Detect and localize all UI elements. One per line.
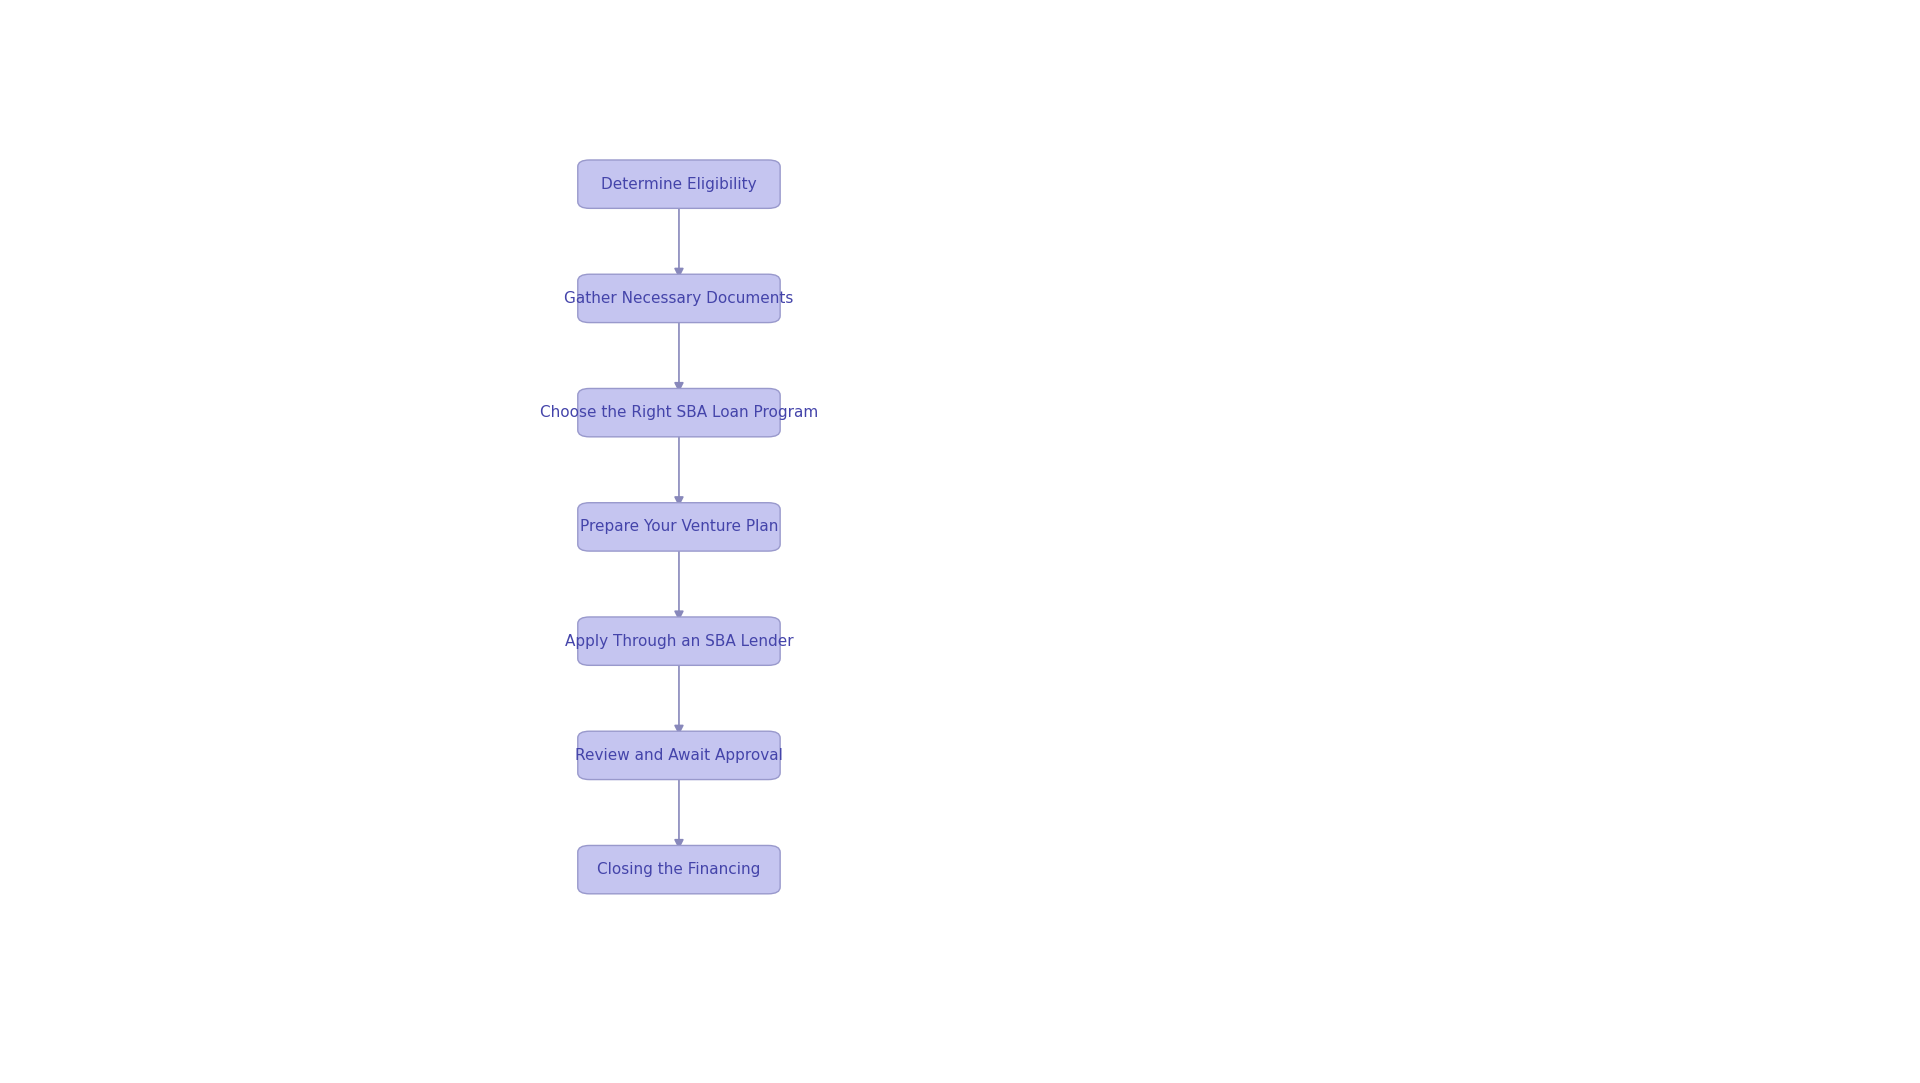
FancyBboxPatch shape — [578, 274, 780, 323]
FancyBboxPatch shape — [578, 160, 780, 208]
FancyBboxPatch shape — [578, 503, 780, 551]
Text: Determine Eligibility: Determine Eligibility — [601, 177, 756, 192]
FancyBboxPatch shape — [578, 389, 780, 436]
FancyBboxPatch shape — [578, 846, 780, 893]
FancyBboxPatch shape — [578, 617, 780, 665]
FancyBboxPatch shape — [578, 731, 780, 780]
Text: Prepare Your Venture Plan: Prepare Your Venture Plan — [580, 520, 778, 534]
Text: Choose the Right SBA Loan Program: Choose the Right SBA Loan Program — [540, 405, 818, 420]
Text: Review and Await Approval: Review and Await Approval — [574, 748, 783, 762]
Text: Gather Necessary Documents: Gather Necessary Documents — [564, 291, 793, 305]
Text: Closing the Financing: Closing the Financing — [597, 862, 760, 877]
Text: Apply Through an SBA Lender: Apply Through an SBA Lender — [564, 634, 793, 649]
